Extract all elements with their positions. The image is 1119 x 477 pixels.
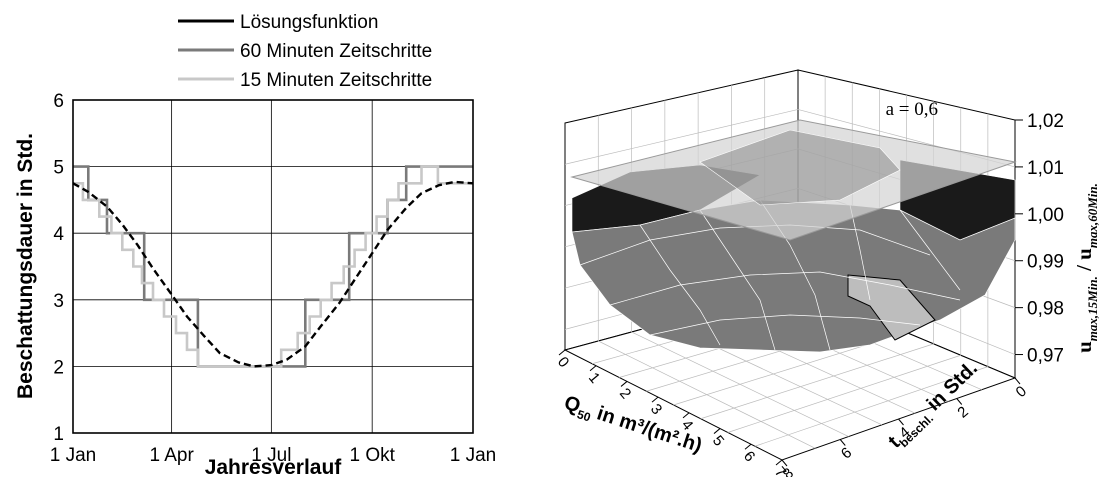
q50-tick-mark (620, 381, 628, 387)
z-label-num-main: u (1072, 341, 1096, 353)
t-tick-label: 0 (1013, 383, 1030, 401)
z-tick-label: 0,97 (1027, 346, 1064, 367)
left-y-tick-label: 2 (53, 357, 64, 378)
legend-label-60-minuten: 60 Minuten Zeitschritte (240, 41, 432, 62)
t-tick-mark (839, 439, 846, 446)
q50-tick-label: 2 (616, 385, 634, 402)
z-axis-label: umax,15Min. / umax,60Min. (1072, 183, 1100, 353)
surface-raised-region (699, 129, 901, 206)
surface-mesh-line (639, 224, 721, 346)
left-series-group (72, 165, 474, 368)
left-series-line-2 (73, 165, 473, 368)
left-plot-frame (72, 99, 474, 434)
left-x-tick-label: 1 Jul (251, 445, 291, 466)
z-label-num-sub: max,15Min. (1085, 276, 1100, 341)
q50-tick-label: 3 (647, 401, 665, 418)
surface-mesh-line (849, 204, 871, 301)
q50-tick-label: 5 (709, 432, 727, 449)
left-y-tick-label: 5 (53, 158, 64, 179)
z-tick-label: 0,99 (1027, 252, 1064, 273)
surface-mesh-line (899, 209, 961, 291)
surface-mesh-line (609, 271, 961, 306)
legend-label-15-minuten: 15 Minuten Zeitschritte (240, 70, 432, 91)
q50-tick-mark (589, 365, 597, 372)
q50-tick-label: 1 (585, 369, 603, 386)
t-tick-mark (781, 459, 788, 467)
left-y-axis-label: Beschattungsdauer in Std. (14, 133, 37, 399)
legend-label-loesungsfunktion: Lösungsfunktion (240, 12, 378, 33)
q50-tick-mark (775, 459, 783, 466)
left-x-tick-label: 1 Jan (450, 445, 496, 466)
t-tick-label: 6 (838, 444, 855, 462)
floor-grid-line (754, 366, 988, 447)
left-x-ticks: 1 Jan 1 Apr 1 Jul 1 Okt 1 Jan (50, 445, 496, 466)
t-tick-mark (1014, 377, 1021, 385)
z-label-sep: / (1072, 260, 1096, 276)
left-y-tick-label: 1 (53, 424, 64, 445)
z-label-den-main: u (1072, 248, 1096, 260)
left-y-tick-label: 4 (53, 224, 64, 245)
left-series-line-0 (72, 180, 474, 368)
right-3d-surface-chart: 0,970,980,991,001,011,02 a = 0,6 umax,15… (554, 69, 1100, 477)
left-y-ticks: 1 2 3 4 5 6 (53, 91, 64, 445)
q50-tick-mark (682, 412, 690, 419)
left-line-chart: 1 2 3 4 5 6 1 Jan 1 Apr 1 Jul 1 Okt 1 Jan Beschat… (14, 12, 496, 477)
surface-mesh-line (649, 314, 921, 336)
q50-tick-mark (651, 396, 659, 403)
t-tick-label: 2 (954, 403, 971, 421)
floor-grid-line (598, 340, 816, 449)
surface-light-patch (847, 274, 936, 341)
z-tick-label: 0,98 (1027, 299, 1064, 320)
left-legend: Lösungsfunktion 60 Minuten Zeitschritte … (178, 12, 432, 91)
z-axis-ticks: 0,97 0,98 0,99 1,00 1,01 1,02 (1015, 111, 1064, 367)
z-tick-label: 1,01 (1027, 158, 1064, 179)
z-label-den-sub: max,60Min. (1085, 183, 1100, 248)
left-x-tick-label: 1 Apr (149, 445, 194, 466)
q50-label-main: Q (561, 392, 583, 418)
floor-grid-line (631, 331, 849, 437)
left-x-tick-label: 1 Jan (50, 445, 96, 466)
floor-grid-line (700, 343, 934, 420)
surface-mesh-line (699, 209, 776, 351)
t-tick-mark (956, 398, 963, 405)
q50-tick-label: 6 (740, 448, 758, 465)
z-tick-label: 1,02 (1027, 111, 1064, 132)
annotation-a: a = 0,6 (886, 99, 938, 120)
q50-label-sub: 50 (575, 407, 592, 425)
t-tick-mark (898, 418, 904, 426)
q50-tick-mark (558, 349, 566, 356)
left-y-tick-label: 6 (53, 91, 64, 112)
floor-grid-line (727, 354, 961, 433)
z-tick-label: 1,00 (1027, 205, 1064, 226)
left-x-axis-label: Jahresverlauf (205, 456, 343, 477)
q50-tick-mark (744, 443, 752, 450)
left-x-tick-label: 1 Okt (349, 445, 395, 466)
q50-tick-mark (713, 428, 721, 434)
left-y-tick-label: 3 (53, 291, 64, 312)
q50-tick-label: 0 (554, 354, 572, 371)
